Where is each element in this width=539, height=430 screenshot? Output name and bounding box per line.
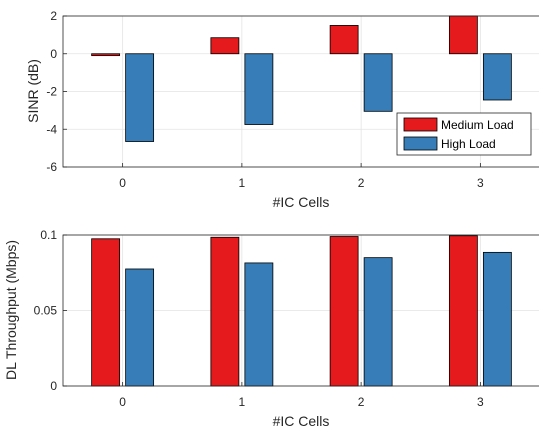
throughput-x-axis-label: #IC Cells (273, 413, 330, 429)
sinr-y-tick-label: 2 (50, 9, 57, 23)
sinr-y-axis-label: SINR (dB) (25, 59, 41, 123)
throughput-y-tick-label: 0.1 (40, 228, 57, 242)
sinr-axes (62, 15, 539, 168)
sinr-bar-medium-load (210, 37, 240, 55)
sinr-bar-high-load (125, 53, 155, 142)
throughput-y-ticks: 0.1 0.05 0 (34, 228, 58, 393)
sinr-y-ticks: 2 0 -2 -4 -6 (46, 9, 57, 174)
throughput-chart: 0.1 0.05 0 0 1 2 3 #IC Cells DL Throughput (M… (3, 228, 539, 429)
legend: Medium Load High Load (396, 112, 532, 156)
sinr-x-tick-label: 2 (358, 176, 365, 190)
sinr-chart: 2 0 -2 -4 -6 0 1 2 3 #IC Cells SINR (dB) Medium… (25, 9, 539, 210)
throughput-y-axis-label: DL Throughput (Mbps) (3, 240, 19, 380)
legend-label-medium-load: Medium Load (441, 118, 514, 132)
throughput-bar-medium-load (448, 235, 478, 387)
sinr-y-tick-label: -4 (46, 122, 57, 136)
throughput-bar-high-load (363, 257, 393, 387)
throughput-bar-medium-load (210, 236, 240, 387)
throughput-y-tick-label: 0.05 (34, 304, 58, 318)
sinr-bar-medium-load (329, 25, 359, 55)
throughput-y-tick-label: 0 (50, 379, 57, 393)
sinr-bar-medium-load (448, 15, 478, 55)
throughput-axes (62, 234, 539, 387)
throughput-bar-high-load (125, 268, 155, 387)
sinr-x-tick-label: 3 (477, 176, 484, 190)
throughput-x-tick-label: 1 (239, 395, 246, 409)
sinr-x-axis-label: #IC Cells (273, 194, 330, 210)
throughput-bar-high-load (244, 262, 274, 387)
sinr-x-tick-label: 0 (119, 176, 126, 190)
sinr-axes-box (62, 15, 539, 168)
throughput-x-tick-label: 3 (477, 395, 484, 409)
throughput-bar-medium-load (91, 238, 121, 387)
throughput-axes-box (62, 234, 539, 387)
sinr-x-ticks: 0 1 2 3 (119, 176, 484, 190)
legend-swatch-high-load (403, 136, 438, 151)
sinr-y-tick-label: -2 (46, 85, 57, 99)
throughput-bars (91, 235, 512, 387)
legend-swatch-medium-load (403, 117, 438, 132)
throughput-x-ticks: 0 1 2 3 (119, 395, 484, 409)
sinr-y-tick-label: 0 (50, 47, 57, 61)
throughput-x-tick-label: 2 (358, 395, 365, 409)
sinr-x-tick-label: 1 (239, 176, 246, 190)
sinr-bar-medium-load (91, 53, 121, 57)
throughput-bar-medium-load (329, 236, 359, 387)
sinr-bar-high-load (482, 53, 512, 101)
sinr-bars (91, 15, 512, 142)
legend-label-high-load: High Load (441, 137, 496, 151)
sinr-y-tick-label: -6 (46, 160, 57, 174)
throughput-bar-high-load (482, 251, 512, 387)
throughput-x-tick-label: 0 (119, 395, 126, 409)
sinr-bar-high-load (244, 53, 274, 125)
sinr-bar-high-load (363, 53, 393, 112)
